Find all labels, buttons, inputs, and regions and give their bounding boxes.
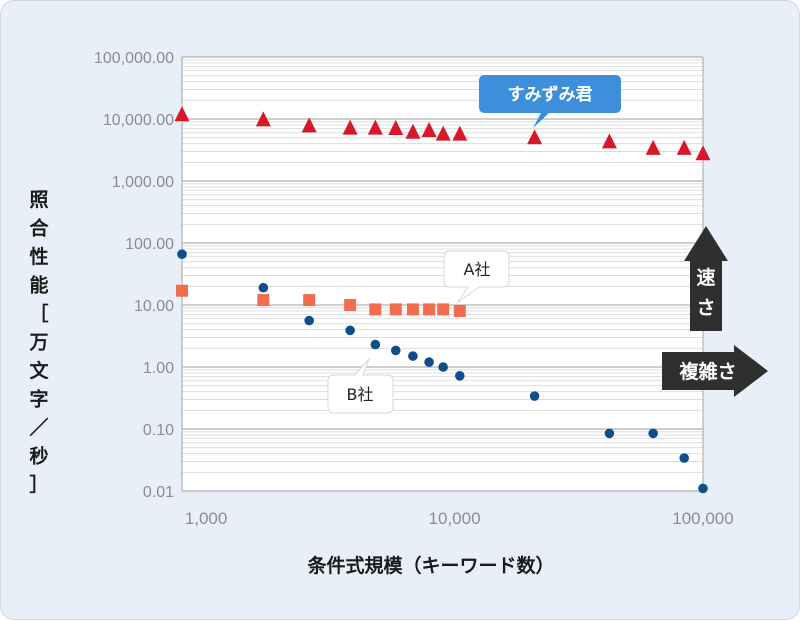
square-marker: [369, 303, 382, 316]
triangle-marker: [527, 129, 543, 145]
y-label-char: 合: [29, 217, 49, 240]
triangle-marker: [645, 139, 661, 155]
y-tick-label: 1,000.00: [112, 174, 174, 191]
x-tick-label: 1,000: [185, 509, 228, 528]
square-marker: [406, 303, 419, 316]
circle-marker: [455, 371, 465, 381]
square-marker: [344, 299, 357, 311]
circle-marker: [529, 391, 540, 401]
triangle-marker: [405, 123, 421, 139]
callout-sumizumi-label: すみずみ君: [508, 85, 593, 105]
triangle-marker: [452, 125, 468, 141]
y-label-char: 秒: [29, 445, 48, 468]
triangle-marker: [367, 119, 383, 135]
circle-marker: [177, 249, 187, 259]
triangle-marker: [695, 145, 711, 161]
y-label-char: 万: [28, 332, 48, 354]
circle-marker: [304, 315, 314, 326]
circle-marker: [648, 428, 658, 439]
circle-marker: [258, 282, 269, 293]
circle-marker: [424, 357, 434, 367]
y-tick-label: 0.10: [143, 422, 174, 439]
square-marker: [453, 305, 466, 318]
y-tick-label: 10,000.00: [103, 112, 174, 129]
speed-arrow-label-2: さ: [696, 297, 715, 319]
triangle-marker: [301, 117, 317, 133]
callout-sumizumi-bubble: [479, 75, 621, 128]
triangle-marker: [255, 111, 271, 127]
y-label-char: 性: [29, 245, 48, 268]
x-axis-label: 条件式規模（キーワード数）: [307, 554, 554, 577]
triangle-marker: [601, 133, 617, 149]
speed-arrow-label-1: 速: [696, 266, 715, 289]
square-marker: [437, 303, 450, 316]
triangle-marker: [421, 122, 437, 138]
callout-b-label: B社: [347, 385, 374, 404]
speed-arrow: 速 さ: [684, 226, 728, 331]
circle-marker: [370, 339, 381, 350]
callout-sumizumi: すみずみ君: [479, 75, 621, 128]
triangle-marker: [435, 125, 451, 141]
circle-marker: [345, 325, 355, 336]
circle-marker: [698, 483, 708, 494]
complexity-arrow: 複雑さ: [662, 345, 768, 397]
triangle-marker: [342, 119, 358, 135]
square-marker: [303, 294, 316, 307]
square-marker: [423, 303, 436, 316]
callout-a: A社: [443, 250, 510, 304]
triangle-marker: [174, 106, 190, 122]
callout-b-bubble: [327, 358, 394, 414]
y-label-char: ［: [29, 302, 48, 325]
right-arrow-shape: [662, 345, 768, 397]
y-label-char: ／: [29, 416, 48, 439]
y-label-char: 照: [29, 189, 48, 211]
callout-a-label: A社: [464, 260, 491, 279]
y-label-char: 文: [29, 359, 49, 382]
y-label-char: ］: [29, 473, 48, 496]
complexity-arrow-label: 複雑さ: [678, 360, 736, 383]
y-axis-ticks: 100,000.00 10,000.00 1,000.00 100.00 10.00 1.…: [94, 50, 174, 501]
triangle-marker: [388, 119, 404, 135]
triangle-marker: [676, 139, 692, 155]
y-tick-label: 10.00: [134, 298, 174, 315]
circle-marker: [604, 428, 615, 439]
circle-marker: [438, 362, 448, 372]
square-marker: [176, 284, 188, 297]
y-tick-label: 100,000.00: [94, 50, 174, 67]
y-label-char: 字: [29, 388, 48, 411]
data-points: [174, 106, 711, 494]
callout-b: B社: [327, 358, 394, 414]
x-tick-label: 10,000: [429, 509, 481, 528]
x-axis-ticks: 1,000 10,000 100,000: [185, 509, 734, 528]
square-marker: [257, 294, 270, 307]
x-tick-label: 100,000: [672, 509, 733, 528]
square-marker: [389, 303, 402, 316]
y-tick-label: 1.00: [143, 360, 174, 377]
up-arrow-shape: [684, 226, 728, 331]
circle-marker: [679, 453, 689, 463]
y-label-char: 能: [29, 274, 48, 297]
callout-a-bubble: [443, 250, 510, 304]
y-tick-label: 0.01: [143, 484, 174, 501]
y-tick-label: 100.00: [125, 236, 174, 253]
circle-marker: [408, 351, 418, 361]
circle-marker: [390, 345, 401, 356]
